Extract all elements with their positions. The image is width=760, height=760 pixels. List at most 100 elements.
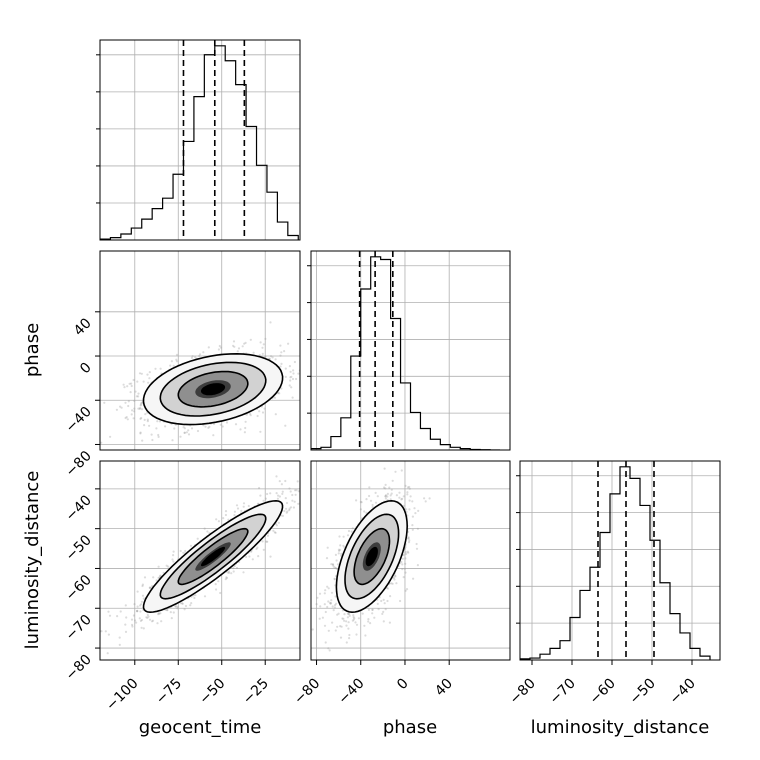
scatter-point — [411, 500, 414, 503]
scatter-point — [319, 605, 322, 608]
scatter-point — [183, 608, 186, 611]
scatter-point — [256, 502, 259, 505]
scatter-point — [143, 424, 146, 427]
scatter-point — [348, 613, 351, 616]
scatter-point — [279, 344, 282, 347]
panel-frame — [99, 39, 301, 241]
scatter-point — [262, 343, 265, 346]
scatter-point — [232, 567, 235, 570]
scatter-point — [408, 499, 411, 502]
scatter-point — [251, 558, 254, 561]
scatter-point — [139, 417, 142, 420]
scatter-point — [374, 501, 378, 504]
scatter-point — [412, 577, 415, 580]
scatter-point — [408, 487, 411, 490]
scatter-point — [301, 492, 303, 494]
x-tick-label-phase: −80 — [291, 676, 323, 708]
scatter-point — [194, 456, 196, 458]
scatter-point — [380, 599, 383, 603]
scatter-point — [244, 426, 247, 430]
scatter-point — [137, 392, 140, 395]
scatter-point — [169, 611, 172, 614]
scatter-point — [212, 434, 215, 437]
scatter-point — [131, 625, 134, 628]
scatter-point — [405, 508, 408, 511]
scatter-point — [336, 563, 340, 566]
scatter-point — [388, 486, 391, 489]
scatter-point — [278, 392, 281, 395]
scatter-point — [127, 400, 130, 403]
contour-line-0 — [142, 499, 284, 614]
y-tick-label-phase: −40 — [63, 404, 95, 436]
scatter-point — [146, 373, 149, 376]
scatter-point — [284, 497, 287, 500]
scatter-point — [198, 354, 201, 358]
scatter-point — [119, 610, 122, 613]
density-peak — [365, 546, 378, 567]
scatter-point — [367, 608, 370, 612]
scatter-point — [326, 585, 329, 588]
scatter-point — [140, 600, 143, 603]
scatter-point — [327, 629, 330, 632]
scatter-point — [274, 531, 277, 534]
scatter-point — [261, 540, 264, 543]
scatter-point — [152, 576, 155, 579]
scatter-point — [278, 480, 281, 483]
scatter-point — [242, 571, 245, 574]
scatter-point — [233, 565, 236, 568]
scatter-point — [207, 346, 210, 349]
scatter-point — [124, 630, 128, 634]
scatter-point — [175, 360, 179, 363]
scatter-point — [243, 342, 246, 345]
scatter-point — [206, 530, 209, 533]
scatter-point — [291, 396, 294, 399]
scatter-point — [261, 411, 265, 414]
scatter-point — [135, 609, 139, 613]
scatter-point — [133, 410, 136, 413]
scatter-point — [348, 633, 351, 637]
scatter-point — [241, 345, 244, 348]
scatter-point — [404, 484, 407, 487]
scatter-point — [258, 410, 261, 413]
scatter-point — [326, 546, 329, 549]
scatter-point — [303, 486, 305, 488]
scatter-point — [342, 617, 345, 620]
scatter-point — [367, 618, 370, 621]
x-tick-label-geocent_time: −75 — [153, 676, 185, 708]
scatter-point — [297, 372, 300, 375]
scatter-point — [406, 491, 409, 494]
scatter-point — [376, 602, 379, 606]
scatter-point — [148, 618, 152, 621]
scatter-point — [368, 494, 371, 498]
scatter-point — [350, 530, 353, 533]
scatter-point — [184, 549, 187, 553]
scatter-point — [369, 622, 372, 625]
scatter-point — [256, 546, 259, 549]
scatter-point — [292, 369, 295, 372]
scatter-point — [408, 508, 411, 511]
scatter-point — [141, 439, 144, 442]
scatter-point — [330, 599, 333, 602]
scatter-point — [124, 416, 127, 420]
scatter-point — [140, 416, 143, 420]
histogram-step-luminosity_distance — [520, 466, 711, 660]
scatter-point — [243, 431, 246, 434]
y-tick-label-luminosity_distance: −80 — [63, 652, 95, 684]
scatter-point — [281, 514, 284, 518]
scatter-point — [374, 491, 377, 494]
scatter-point — [159, 612, 162, 615]
scatter-point — [257, 555, 260, 558]
scatter-point — [217, 520, 220, 523]
scatter-point — [289, 370, 292, 373]
scatter-point — [214, 583, 217, 586]
scatter-point — [283, 509, 286, 513]
scatter-point — [128, 382, 131, 385]
scatter-point — [248, 555, 251, 558]
scatter-point — [338, 438, 340, 440]
scatter-point — [300, 508, 302, 510]
scatter-point — [182, 426, 185, 429]
scatter-point — [400, 498, 403, 501]
scatter-point — [309, 385, 311, 387]
scatter-point — [297, 502, 300, 505]
scatter-point — [377, 608, 380, 611]
